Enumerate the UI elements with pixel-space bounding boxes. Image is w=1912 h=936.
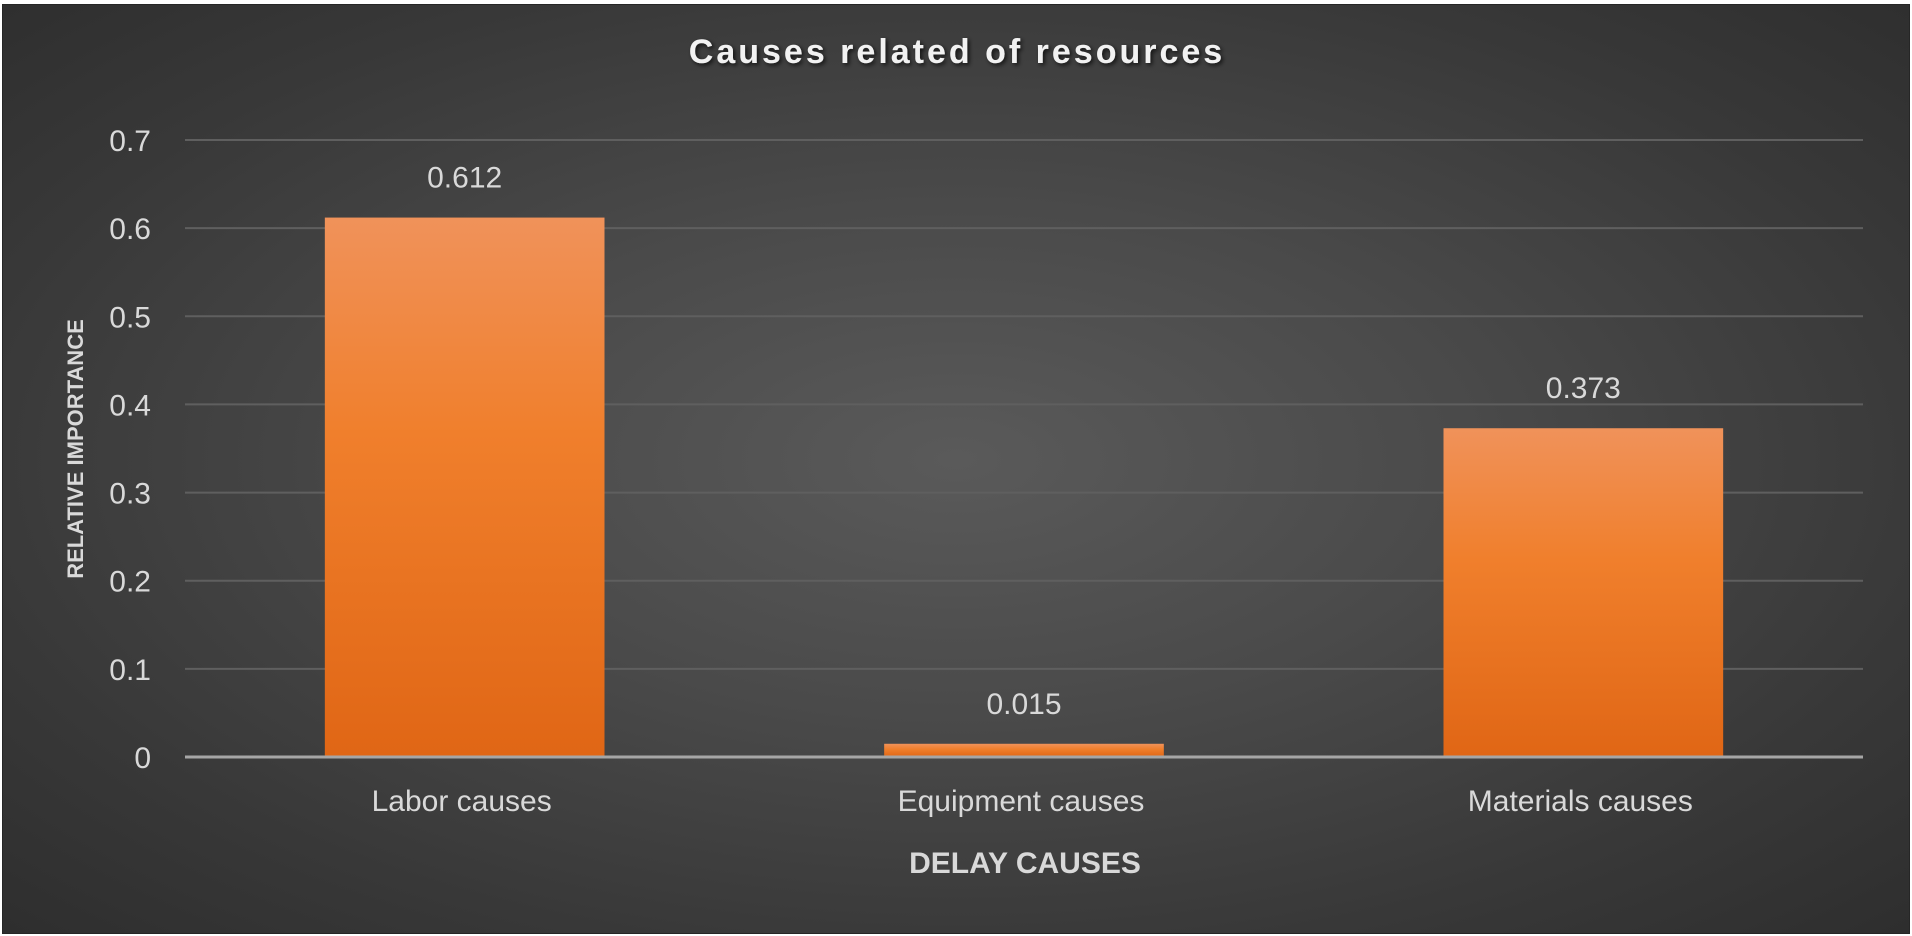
y-axis-title: RELATIVE IMPORTANCE — [63, 319, 88, 579]
bar-materials-causes — [1443, 428, 1724, 757]
y-tick-label: 0.4 — [109, 389, 151, 422]
x-axis-title: DELAY CAUSES — [909, 847, 1141, 880]
y-tick-label: 0 — [134, 742, 151, 775]
x-category-label: Labor causes — [372, 785, 552, 818]
data-label: 0.612 — [427, 162, 502, 195]
chart-title: Causes related of resources — [689, 33, 1225, 71]
x-axis-categories: Labor causes Equipment causes Materials ca… — [372, 785, 1693, 818]
data-label: 0.015 — [986, 688, 1061, 721]
y-tick-label: 0.5 — [109, 301, 151, 334]
bars — [324, 217, 1724, 757]
y-tick-label: 0.6 — [109, 213, 151, 246]
x-category-label: Materials causes — [1468, 785, 1693, 818]
x-category-label: Equipment causes — [898, 785, 1145, 818]
chart-frame: Causes related of resources 0 0.1 0.2 0.3 0.… — [2, 4, 1910, 934]
data-label: 0.373 — [1546, 372, 1621, 405]
y-tick-label: 0.3 — [109, 478, 151, 511]
y-axis-ticks: 0 0.1 0.2 0.3 0.4 0.5 0.6 0.7 — [109, 125, 151, 775]
y-tick-label: 0.2 — [109, 566, 151, 599]
bar-labor-causes — [324, 217, 605, 757]
data-labels: 0.612 0.015 0.373 — [427, 162, 1621, 721]
y-tick-label: 0.7 — [109, 125, 151, 158]
bar-chart: Causes related of resources 0 0.1 0.2 0.3 0.… — [63, 33, 1863, 880]
bar-equipment-causes — [884, 743, 1164, 757]
y-tick-label: 0.1 — [109, 654, 151, 687]
